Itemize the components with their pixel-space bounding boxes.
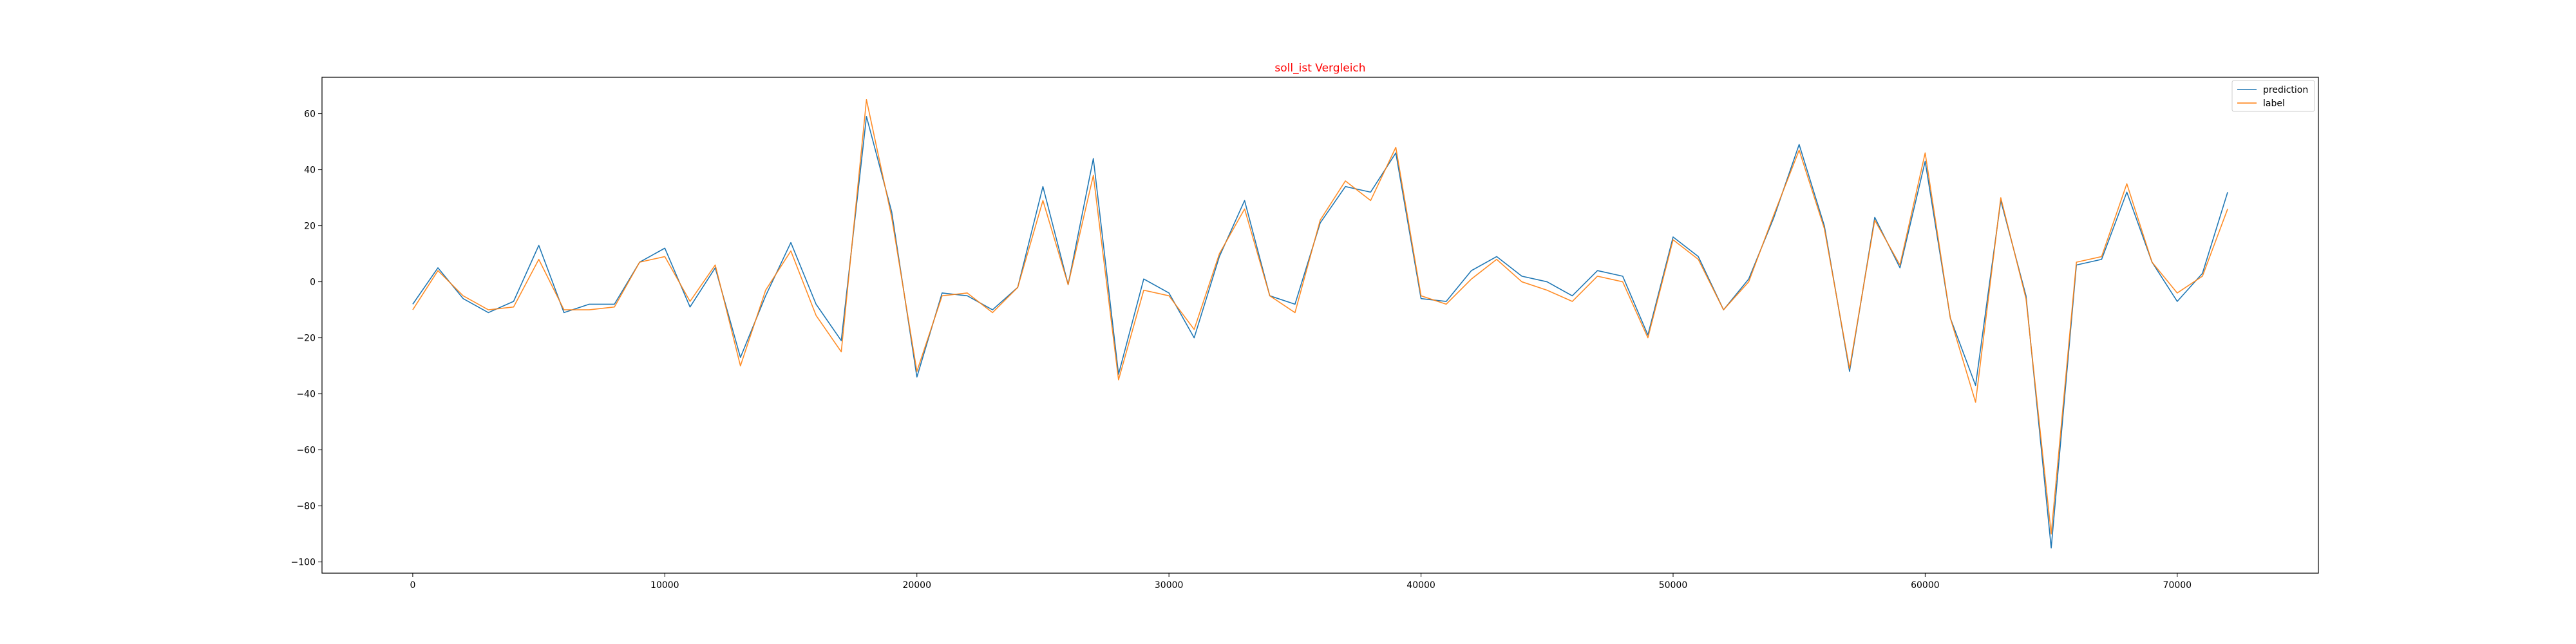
- x-tick-label: 30000: [1155, 580, 1184, 591]
- series-line-label: [412, 99, 2228, 535]
- x-tick-label: 0: [410, 580, 415, 591]
- axes-frame: [321, 77, 2319, 574]
- y-tick-label: −80: [296, 502, 316, 512]
- legend-label-label: label: [2263, 99, 2285, 109]
- legend: prediction label: [2231, 80, 2315, 112]
- axes: 0 10000 20000 30000 40000 50000 60000 70000 −100…: [291, 77, 2319, 591]
- y-tick-label: −20: [296, 334, 316, 344]
- y-tick-label: −60: [296, 446, 316, 456]
- legend-box: [2231, 80, 2315, 112]
- legend-label-prediction: prediction: [2263, 85, 2308, 95]
- series-line-prediction: [412, 116, 2228, 549]
- chart-title: soll_ist Vergleich: [1274, 62, 1365, 75]
- y-tick-label: 0: [310, 278, 316, 288]
- x-tick-label: 60000: [1911, 580, 1940, 591]
- x-tick-label: 40000: [1406, 580, 1435, 591]
- x-tick-label: 70000: [2163, 580, 2192, 591]
- x-tick-label: 50000: [1659, 580, 1688, 591]
- x-tick-label: 20000: [902, 580, 931, 591]
- x-tick-label: 10000: [650, 580, 679, 591]
- y-tick-label: 60: [304, 109, 316, 120]
- y-tick-label: 20: [304, 222, 316, 232]
- plot-area: [412, 99, 2228, 549]
- y-tick-label: −40: [296, 390, 316, 400]
- y-tick-label: 40: [304, 166, 316, 176]
- y-tick-label: −100: [291, 558, 316, 568]
